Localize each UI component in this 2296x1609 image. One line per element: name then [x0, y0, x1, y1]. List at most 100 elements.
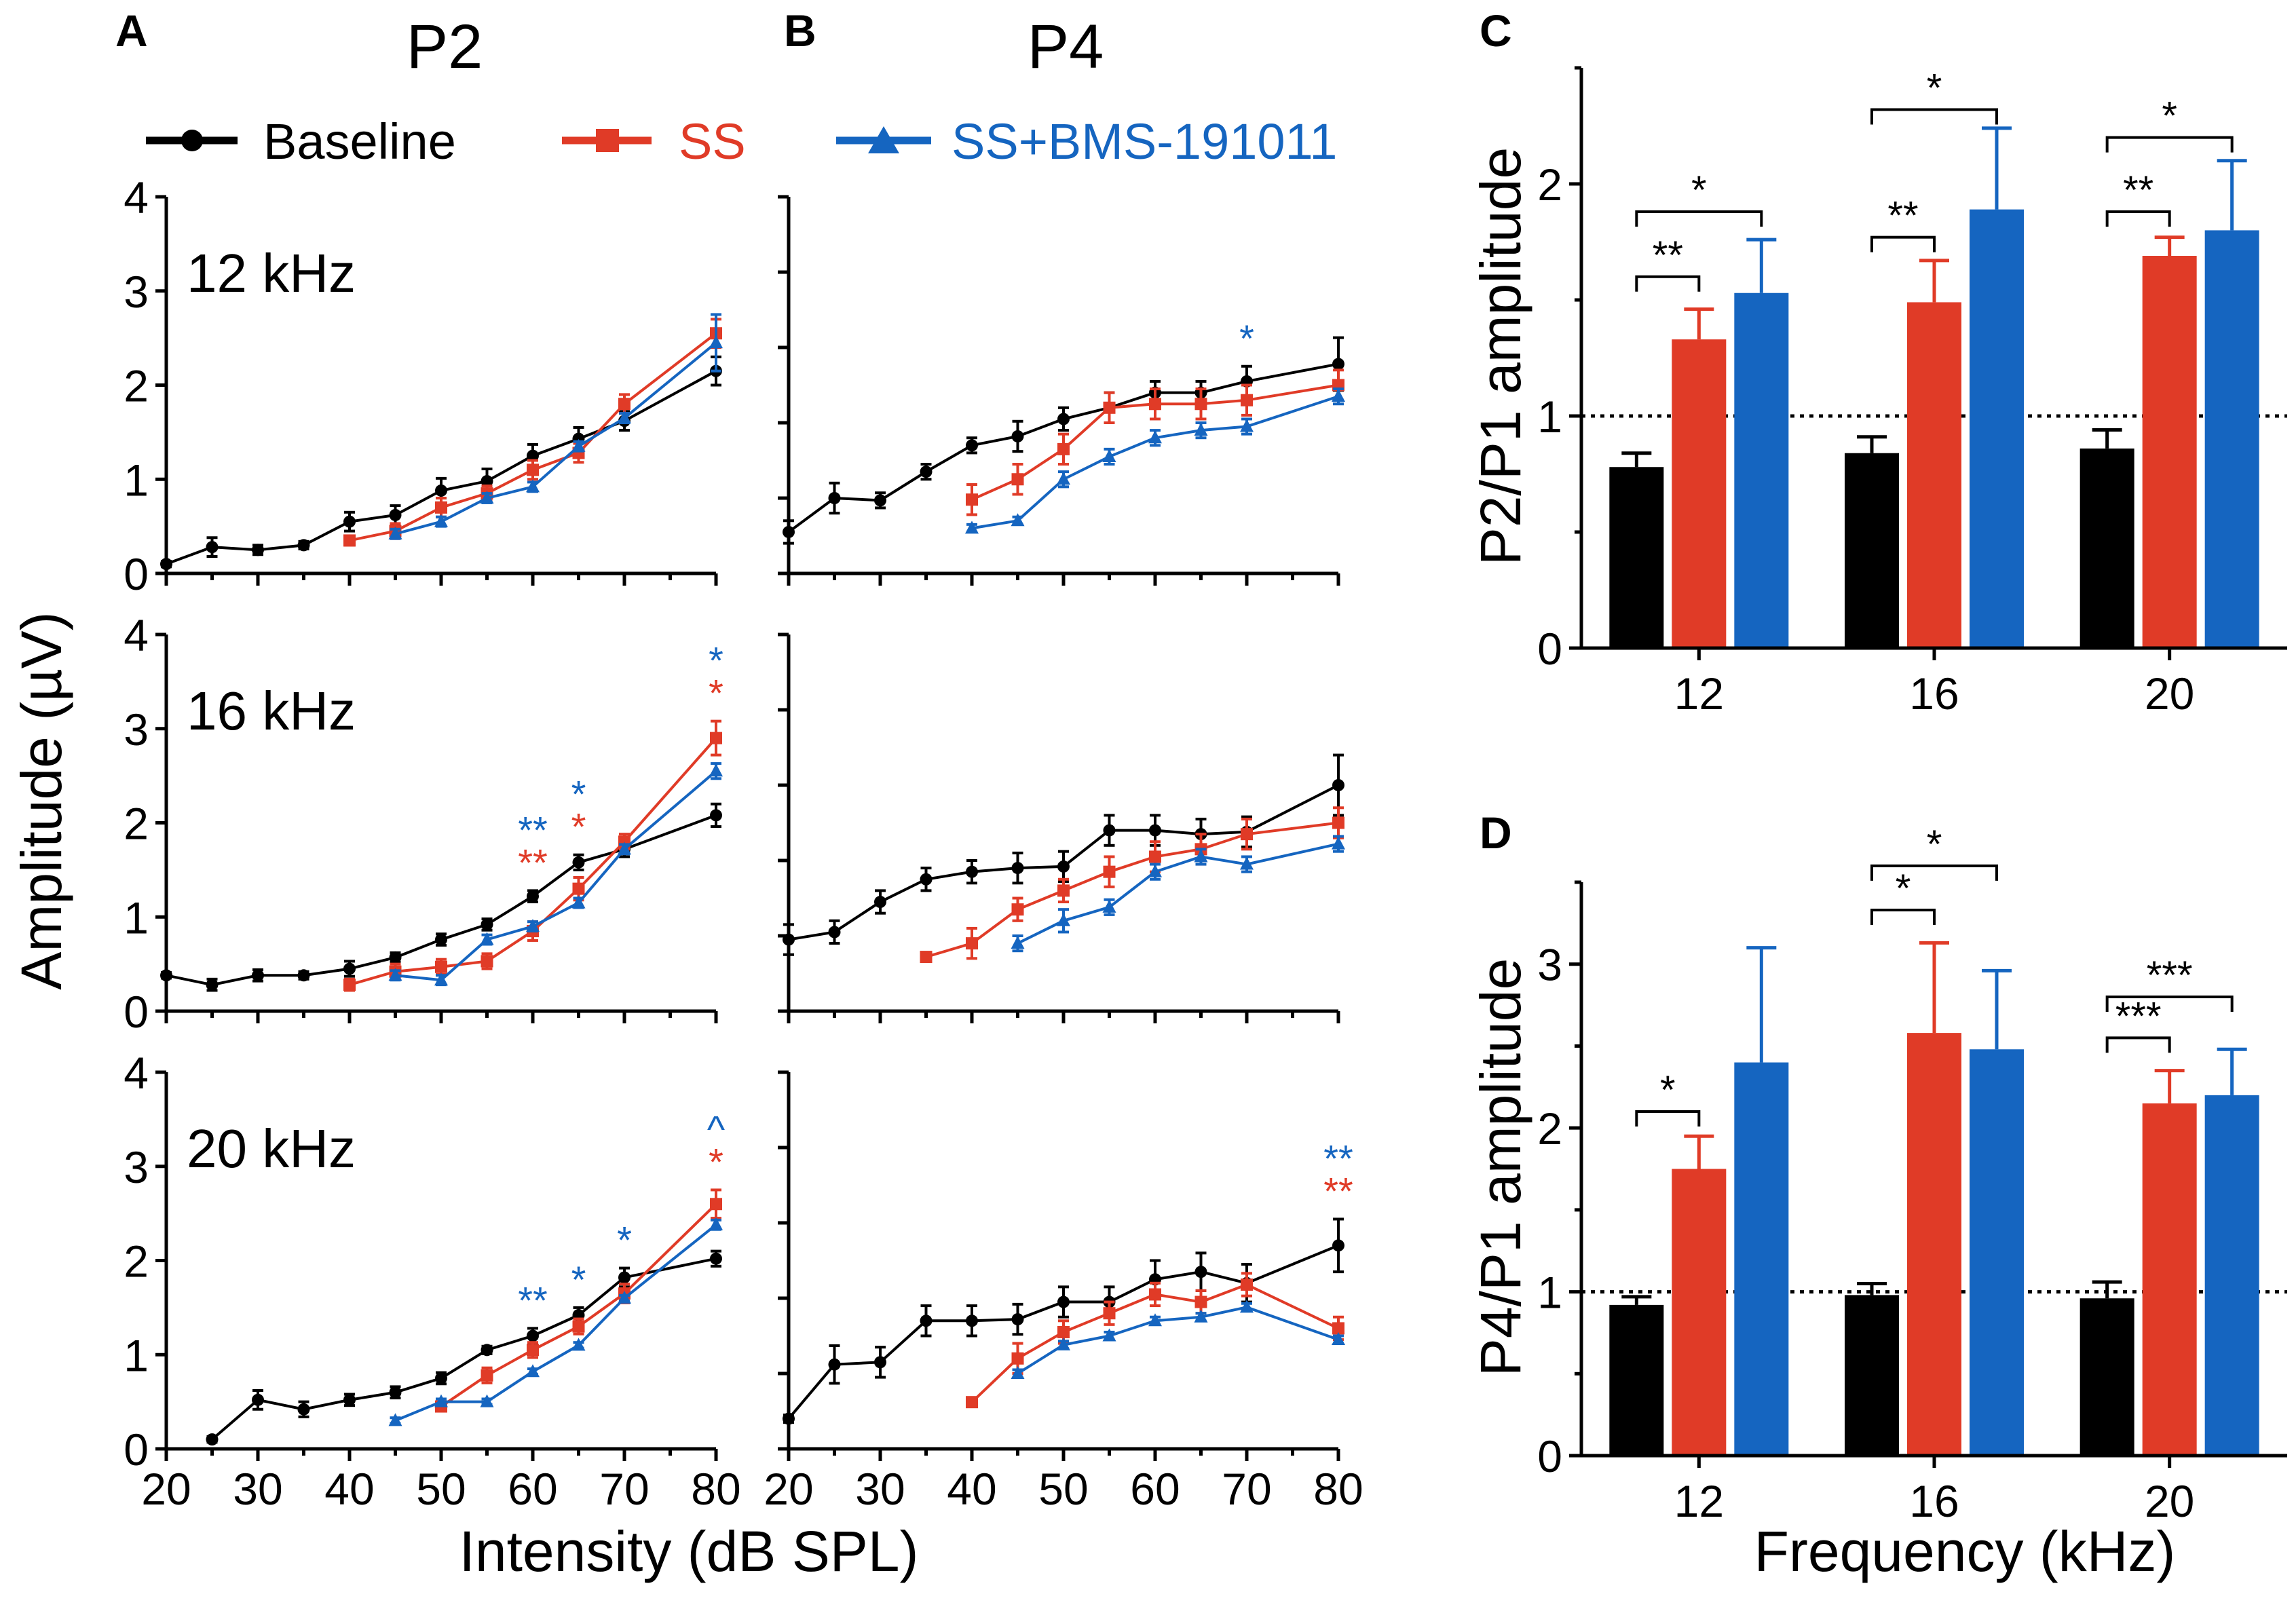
bar-baseline: [1845, 453, 1899, 648]
data-point-baseline: [343, 1393, 356, 1406]
panel-a-y-axis-title: Amplitude (µV): [10, 611, 73, 989]
data-point-baseline: [389, 1386, 402, 1399]
significance-marker: **: [518, 808, 548, 851]
bar-baseline: [2079, 448, 2134, 648]
data-point-baseline: [572, 856, 585, 869]
data-point-bms: [1332, 389, 1345, 402]
significance-bracket: *: [1870, 67, 1998, 125]
data-point-bms: [388, 1413, 402, 1426]
panel-a-title: P2: [407, 12, 483, 81]
data-point-baseline: [389, 508, 402, 521]
data-point-bms: [1057, 472, 1070, 485]
intensity-axis-title: Intensity (dB SPL): [459, 1519, 919, 1583]
panel-b-row-3: 20 30 40 50 60 70 80 ****: [764, 1070, 1363, 1514]
data-point-baseline: [1103, 824, 1116, 837]
data-point-baseline: [783, 525, 795, 538]
bar-bms: [1970, 209, 2024, 648]
legend-marker-bms: [868, 126, 899, 153]
data-point-ss: [1057, 1325, 1070, 1338]
panel-c-y-axis-title: P2/P1 amplitude: [1469, 147, 1532, 565]
bar-bms: [1734, 1062, 1789, 1456]
data-point-bms: [480, 932, 494, 945]
significance-bracket: *: [1870, 822, 1998, 881]
data-point-ss: [1149, 398, 1161, 411]
data-point-baseline: [1011, 862, 1024, 875]
series-line-ss: [440, 1203, 717, 1408]
panel-b-row-1: *: [778, 195, 1345, 586]
y-tick-label: 0: [1537, 624, 1562, 674]
data-point-bms: [1148, 430, 1162, 444]
significance-marker: **: [1887, 194, 1918, 238]
data-point-ss: [481, 955, 493, 968]
data-point-bms: [1148, 864, 1162, 877]
series-line-baseline: [166, 369, 717, 566]
data-point-baseline: [1332, 358, 1344, 371]
legend-item-baseline: Baseline: [146, 113, 456, 170]
panel-b-title: P4: [1028, 12, 1104, 81]
bracket-line: [1870, 235, 1936, 252]
data-point-baseline: [481, 1344, 493, 1357]
bracket-line: [1870, 909, 1936, 926]
data-point-ss: [966, 937, 978, 950]
y-tick-label: 3: [1537, 940, 1562, 990]
bracket-line: [1635, 1110, 1701, 1127]
series-line-ss: [349, 332, 717, 542]
data-point-baseline: [160, 969, 172, 982]
y-tick-label: 0: [124, 549, 149, 599]
bracket-line: [2105, 996, 2234, 1012]
data-point-bms: [1240, 419, 1254, 432]
data-point-baseline: [435, 933, 447, 946]
data-point-ss: [966, 1396, 978, 1409]
data-point-bms: [434, 514, 448, 527]
bar-bms: [2204, 230, 2259, 648]
series-bms: [388, 313, 723, 540]
data-point-ss: [1241, 828, 1253, 841]
data-point-baseline: [252, 1393, 264, 1406]
data-point-ss: [1241, 394, 1253, 406]
x-tick-label: 12: [1674, 668, 1724, 719]
data-point-baseline: [481, 918, 493, 931]
series-baseline: [206, 1249, 722, 1446]
significance-marker: **: [518, 1279, 548, 1321]
data-point-ss: [1149, 850, 1161, 863]
x-tick-label: 40: [324, 1464, 374, 1514]
x-tick-label: 16: [1909, 1476, 1959, 1526]
significance-marker: ^: [707, 1108, 725, 1150]
panel-a-row-1: 0 1 2 3 4 12 kHz: [124, 172, 723, 599]
bracket-line: [2105, 210, 2171, 227]
y-tick-label: 4: [124, 1048, 149, 1098]
data-point-bms: [571, 438, 586, 452]
data-point-bms: [1057, 1337, 1070, 1350]
significance-marker: *: [1660, 1068, 1676, 1112]
frequency-label: 12 kHz: [187, 243, 356, 303]
series-bms: [1011, 1300, 1345, 1379]
y-tick-label: 0: [1537, 1431, 1562, 1481]
x-tick-label: 12: [1674, 1476, 1724, 1526]
panel-letter-d: D: [1480, 808, 1512, 858]
data-point-bms: [1240, 1300, 1254, 1313]
data-point-ss: [1103, 1307, 1116, 1320]
data-point-baseline: [252, 544, 264, 556]
data-point-baseline: [1057, 413, 1070, 425]
data-point-ss: [920, 951, 933, 964]
legend-item-bms: SS+BMS-191011: [836, 113, 1337, 170]
data-point-bms: [571, 1338, 586, 1351]
series-line-baseline: [166, 814, 717, 987]
data-point-baseline: [966, 1314, 978, 1327]
significance-bracket: *: [1635, 168, 1763, 227]
data-point-bms: [1057, 913, 1070, 926]
data-point-baseline: [783, 933, 795, 946]
bar-ss: [1672, 1169, 1727, 1456]
data-point-ss: [1011, 473, 1024, 486]
y-tick-label: 0: [124, 1424, 149, 1475]
data-point-bms: [1332, 836, 1345, 850]
significance-marker: ***: [2115, 994, 2162, 1038]
data-point-bms: [1011, 1366, 1025, 1379]
x-tick-label: 70: [1222, 1464, 1271, 1514]
panel-letter-b: B: [784, 5, 816, 56]
bracket-line: [1635, 210, 1763, 227]
data-point-bms: [388, 968, 402, 981]
series-line-baseline: [787, 362, 1339, 533]
legend: Baseline SS SS+BMS-191011: [146, 113, 1337, 170]
